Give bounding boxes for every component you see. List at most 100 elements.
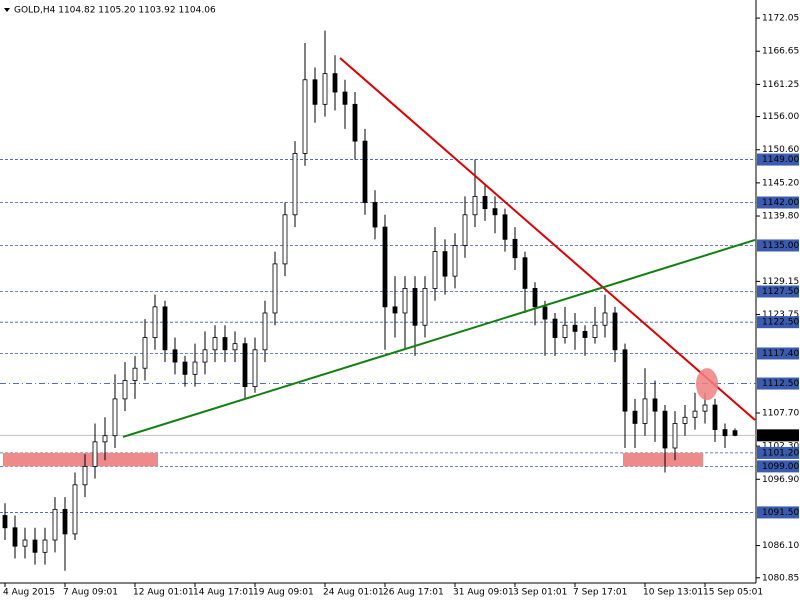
y-tick-label: 1139.80 (762, 212, 799, 222)
candle-body (422, 288, 428, 326)
candle-body (612, 312, 618, 351)
current-price-label: 1104.06 (762, 431, 799, 441)
candle-body (192, 361, 198, 375)
candle-body (362, 140, 368, 203)
candle-body (622, 349, 628, 412)
level-label: 1099.00 (762, 462, 799, 472)
y-tick-label: 1096.90 (762, 475, 799, 485)
candle-body (492, 208, 498, 216)
candle-body (32, 539, 38, 553)
level-label-box (757, 377, 799, 390)
y-tick-label: 1166.65 (762, 47, 799, 57)
candle-body (42, 539, 48, 553)
y-tick-label: 1080.85 (762, 573, 799, 583)
current-price-box (757, 429, 799, 442)
level-label: 1101.20 (762, 448, 799, 458)
candle-body (162, 306, 168, 351)
candle-body (72, 484, 78, 535)
y-tick-label: 1107.70 (762, 409, 799, 419)
chart-header: GOLD,H4 1104.82 1105.20 1103.92 1104.06 (14, 6, 216, 16)
candle-body (452, 245, 458, 277)
candle-body (112, 398, 118, 437)
x-tick-label: 26 Aug 17:01 (383, 588, 444, 598)
candle-body (212, 337, 218, 351)
candle-body (732, 430, 738, 436)
level-label: 1091.50 (762, 508, 799, 518)
candle-body (102, 435, 108, 443)
candle-body (132, 367, 138, 381)
candle-body (442, 251, 448, 277)
level-label: 1135.00 (762, 241, 799, 251)
candle-body (262, 312, 268, 351)
x-tick-label: 19 Aug 09:01 (253, 588, 314, 598)
candle-body (652, 398, 658, 412)
candle-body (232, 343, 238, 351)
candle-body (82, 465, 88, 486)
level-label-box (757, 347, 799, 360)
candle-body (502, 214, 508, 240)
y-tick-label: 1150.60 (762, 145, 799, 155)
level-label: 1149.00 (762, 155, 799, 165)
level-label-box (757, 285, 799, 298)
candle-body (22, 539, 28, 547)
y-tick-label: 1123.75 (762, 310, 799, 320)
x-tick-label: 4 Aug 2015 (3, 588, 55, 598)
candle-body (532, 288, 538, 308)
candle-body (12, 527, 18, 547)
candle-body (512, 238, 518, 259)
candle-body (412, 288, 418, 326)
candle-body (522, 257, 528, 289)
trendline (122, 238, 756, 438)
candle-body (682, 416, 688, 424)
candle-body (572, 324, 578, 332)
candle-body (342, 91, 348, 105)
x-tick-label: 24 Aug 01:01 (323, 588, 384, 598)
x-tick-label: 14 Aug 17:01 (193, 588, 254, 598)
x-tick-label: 3 Sep 01:01 (513, 588, 567, 598)
x-tick-label: 7 Aug 09:01 (63, 588, 118, 598)
zone (3, 452, 158, 467)
candle-body (702, 404, 708, 412)
candle-body (2, 515, 8, 529)
y-tick-label: 1129.15 (762, 277, 799, 287)
level-label-box (757, 239, 799, 252)
candle-body (472, 195, 478, 216)
candle-body (242, 343, 248, 388)
x-tick-label: 7 Sep 17:01 (573, 588, 627, 598)
level-label: 1117.40 (762, 349, 799, 359)
candle-body (62, 508, 68, 535)
level-label: 1122.50 (762, 318, 799, 328)
candle-body (592, 324, 598, 338)
candle-body (672, 423, 678, 449)
x-tick-label: 10 Sep 13:01 (643, 588, 703, 598)
x-tick-label: 15 Sep 05:01 (703, 588, 763, 598)
candle-body (432, 251, 438, 289)
candle-body (282, 214, 288, 265)
candle-body (92, 441, 98, 467)
candle-body (602, 312, 608, 326)
candle-body (542, 306, 548, 320)
candle-body (482, 195, 488, 210)
zone (623, 452, 703, 467)
candle-body (122, 380, 128, 400)
level-label-box (757, 506, 799, 519)
candle-body (292, 153, 298, 216)
candle-body (562, 324, 568, 338)
candle-body (582, 330, 588, 338)
candle-body (552, 318, 558, 338)
candle-body (722, 429, 728, 437)
menu-arrow[interactable] (4, 8, 10, 12)
x-tick-label: 31 Aug 09:01 (453, 588, 514, 598)
candle-body (142, 337, 148, 369)
marker (696, 368, 718, 401)
candle-body (312, 79, 318, 105)
level-label-box (757, 196, 799, 209)
candle-body (52, 508, 58, 541)
y-tick-label: 1172.05 (762, 14, 799, 24)
candle-body (352, 103, 358, 142)
candle-body (632, 410, 638, 424)
candle-body (372, 202, 378, 228)
